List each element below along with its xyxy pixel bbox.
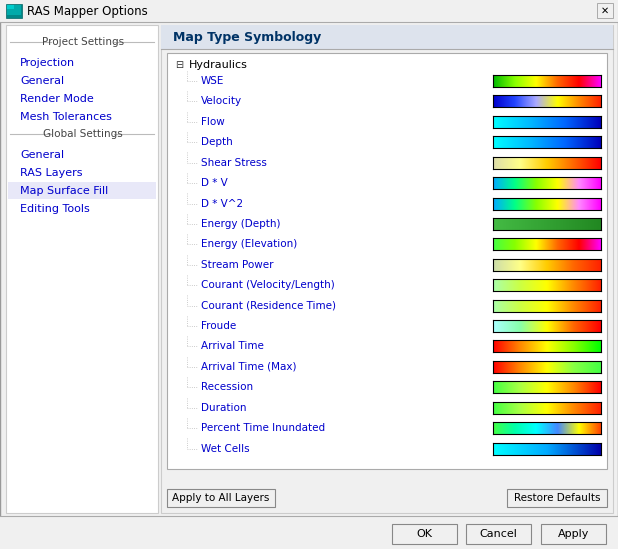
Text: Recession: Recession bbox=[201, 382, 253, 393]
Text: Apply to All Layers: Apply to All Layers bbox=[172, 493, 269, 503]
Text: Arrival Time: Arrival Time bbox=[201, 341, 264, 351]
Bar bbox=[541, 524, 606, 544]
Text: Cancel: Cancel bbox=[480, 529, 517, 539]
Text: Depth: Depth bbox=[201, 137, 233, 147]
Text: Wet Cells: Wet Cells bbox=[201, 444, 250, 453]
Bar bbox=[6, 4, 22, 18]
Text: RAS Layers: RAS Layers bbox=[20, 168, 82, 178]
Text: General: General bbox=[20, 150, 64, 160]
Text: Restore Defaults: Restore Defaults bbox=[514, 493, 600, 503]
Text: D * V: D * V bbox=[201, 178, 228, 188]
Text: Global Settings: Global Settings bbox=[43, 129, 123, 139]
Text: D * V^2: D * V^2 bbox=[201, 199, 243, 209]
Text: ⊟: ⊟ bbox=[175, 60, 183, 70]
Text: Apply: Apply bbox=[558, 529, 589, 539]
Text: Courant (Residence Time): Courant (Residence Time) bbox=[201, 301, 336, 311]
Text: Stream Power: Stream Power bbox=[201, 260, 274, 270]
Text: WSE: WSE bbox=[201, 76, 224, 86]
Text: General: General bbox=[20, 76, 64, 86]
Bar bbox=[161, 25, 613, 513]
Bar bbox=[6, 25, 158, 513]
Bar bbox=[167, 489, 275, 507]
Bar bbox=[466, 524, 531, 544]
Text: Map Type Symbology: Map Type Symbology bbox=[173, 31, 321, 43]
Text: Courant (Velocity/Length): Courant (Velocity/Length) bbox=[201, 280, 335, 290]
Text: Project Settings: Project Settings bbox=[42, 37, 124, 47]
Bar bbox=[8, 182, 156, 199]
Text: Flow: Flow bbox=[201, 117, 225, 127]
Text: Froude: Froude bbox=[201, 321, 236, 331]
Text: OK: OK bbox=[417, 529, 433, 539]
Text: Duration: Duration bbox=[201, 403, 247, 413]
Bar bbox=[167, 53, 607, 469]
Text: Mesh Tolerances: Mesh Tolerances bbox=[20, 112, 112, 122]
Text: Velocity: Velocity bbox=[201, 97, 242, 107]
Text: Render Mode: Render Mode bbox=[20, 94, 94, 104]
Bar bbox=[0, 0, 618, 22]
Bar bbox=[161, 25, 613, 49]
Bar bbox=[7, 5, 14, 9]
Bar bbox=[597, 3, 613, 18]
Text: Map Surface Fill: Map Surface Fill bbox=[20, 186, 108, 196]
Text: Editing Tools: Editing Tools bbox=[20, 204, 90, 214]
Text: Energy (Elevation): Energy (Elevation) bbox=[201, 239, 297, 249]
Bar bbox=[507, 489, 607, 507]
Bar bbox=[7, 5, 21, 15]
Text: ✕: ✕ bbox=[601, 6, 609, 16]
Text: Projection: Projection bbox=[20, 58, 75, 68]
Text: Hydraulics: Hydraulics bbox=[189, 60, 248, 70]
Text: Energy (Depth): Energy (Depth) bbox=[201, 219, 281, 229]
Text: RAS Mapper Options: RAS Mapper Options bbox=[27, 5, 148, 19]
Bar bbox=[392, 524, 457, 544]
Text: Percent Time Inundated: Percent Time Inundated bbox=[201, 423, 325, 433]
Text: Shear Stress: Shear Stress bbox=[201, 158, 267, 167]
Bar bbox=[0, 516, 618, 549]
Text: Arrival Time (Max): Arrival Time (Max) bbox=[201, 362, 297, 372]
